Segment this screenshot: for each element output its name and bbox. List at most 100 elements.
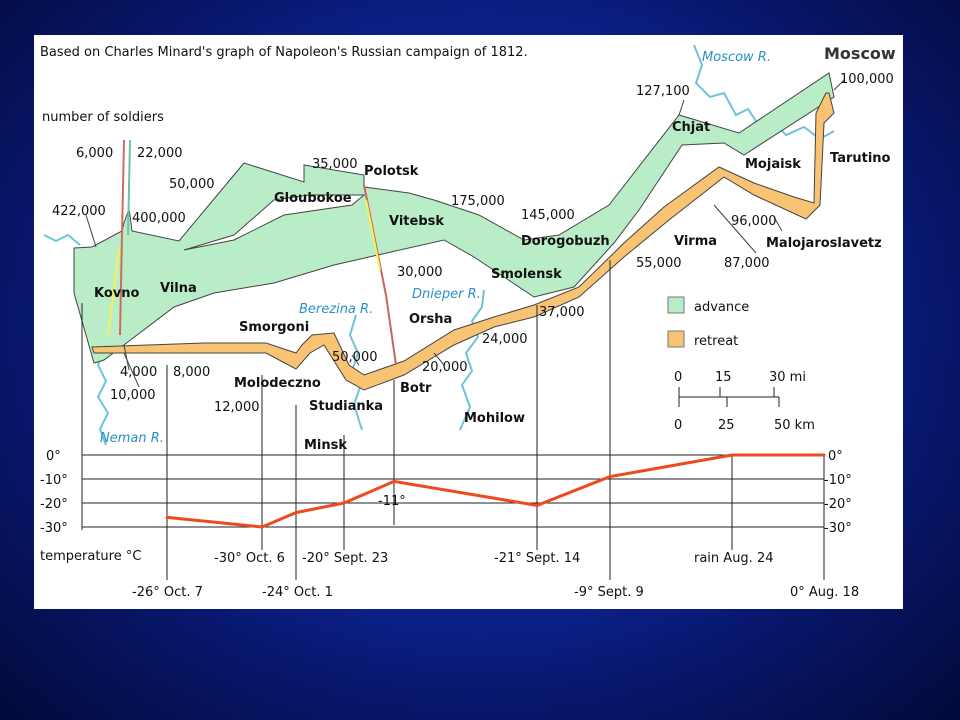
scale-bar: 0 15 30 mi 0 25 50 km xyxy=(674,370,815,433)
city-tarutino: Tarutino xyxy=(830,151,891,166)
troop-label-22000: 22,000 xyxy=(137,146,183,161)
city-smorgoni: Smorgoni xyxy=(239,320,309,335)
troop-label-50000-berezina: 50,000 xyxy=(332,350,378,365)
ytick-right-0: 0° xyxy=(828,449,843,464)
troop-label-30000: 30,000 xyxy=(397,265,443,280)
temp-label-aug24: rain Aug. 24 xyxy=(694,551,774,566)
branch-6000-line xyxy=(119,139,125,336)
chart-title: Based on Charles Minard's graph of Napol… xyxy=(40,45,528,60)
leader-kovno xyxy=(85,214,97,248)
troop-labels: 422,000 400,000 6,000 22,000 50,000 35,0… xyxy=(52,72,894,415)
yellow-marker-kovno xyxy=(107,248,120,336)
minard-chart-panel: Based on Charles Minard's graph of Napol… xyxy=(34,35,903,609)
troop-label-400000: 400,000 xyxy=(132,211,186,226)
legend-label-retreat: retreat xyxy=(694,334,738,349)
minard-map-svg: Based on Charles Minard's graph of Napol… xyxy=(40,44,896,600)
temperature-point-7 xyxy=(730,453,734,457)
city-kovno: Kovno xyxy=(94,286,140,301)
temp-label-sept9: -9° Sept. 9 xyxy=(574,585,644,600)
city-virma: Virma xyxy=(674,234,717,249)
moscow-label: Moscow xyxy=(824,44,896,63)
city-malojaroslavetz: Malojaroslavetz xyxy=(766,236,882,251)
scale-km-tick-0: 0 xyxy=(674,418,682,433)
temperature-point-5 xyxy=(535,503,539,507)
leader-20000 xyxy=(433,352,445,366)
temperature-point-labels: -26° Oct. 7 -30° Oct. 6 -24° Oct. 1 -20°… xyxy=(132,494,859,600)
city-smolensk: Smolensk xyxy=(491,267,562,282)
leader-50000 xyxy=(351,354,360,366)
city-botr: Botr xyxy=(400,381,432,396)
leader-10000 xyxy=(123,352,140,388)
river-moscow-line xyxy=(693,44,835,141)
city-minsk: Minsk xyxy=(304,438,347,453)
temp-label-oct1: -24° Oct. 1 xyxy=(262,585,333,600)
legend: advance retreat xyxy=(667,296,749,349)
ytick-right-10: -10° xyxy=(824,473,852,488)
legend-label-advance: advance xyxy=(694,300,749,315)
ytick-left-20: -20° xyxy=(40,497,68,512)
river-label-neman: Neman R. xyxy=(100,431,164,446)
river-labels: Moscow R. Berezina R. Dnieper R. Neman R… xyxy=(100,50,771,446)
temperature-point-8 xyxy=(822,453,826,457)
temperature-point-2 xyxy=(294,511,298,515)
troop-label-37000: 37,000 xyxy=(539,305,585,320)
temperature-axis-title: temperature °C xyxy=(40,549,141,564)
yellow-marker-polotsk xyxy=(365,199,381,271)
ytick-left-10: -10° xyxy=(40,473,68,488)
troop-label-8000: 8,000 xyxy=(173,365,210,380)
scale-km-label: 50 km xyxy=(774,418,815,433)
city-vilna: Vilna xyxy=(160,281,197,296)
troop-label-100000: 100,000 xyxy=(840,72,894,87)
number-of-soldiers-label: number of soldiers xyxy=(42,110,164,125)
branch-6000-line-right xyxy=(127,139,131,236)
river-label-berezina: Berezina R. xyxy=(299,302,373,317)
troop-label-127100: 127,100 xyxy=(636,84,690,99)
city-gloubokoe: Gloubokoe xyxy=(274,191,352,206)
temperature-point-3 xyxy=(342,501,346,505)
temperature-grid xyxy=(82,454,824,528)
leader-87000 xyxy=(713,204,757,254)
river-dnieper-line xyxy=(459,289,485,431)
ytick-right-30: -30° xyxy=(824,521,852,536)
troop-label-20000: 20,000 xyxy=(422,360,468,375)
scale-mi-label: 30 mi xyxy=(769,370,806,385)
scale-mi-tick-15: 15 xyxy=(715,370,732,385)
temperature-point-0 xyxy=(165,515,169,519)
troop-label-6000: 6,000 xyxy=(76,146,113,161)
city-labels: Kovno Vilna Gloubokoe Polotsk Vitebsk Sm… xyxy=(94,120,891,453)
city-mojaisk: Mojaisk xyxy=(745,157,801,172)
river-label-moscow: Moscow R. xyxy=(702,50,771,65)
city-orsha: Orsha xyxy=(409,312,452,327)
legend-swatch-advance xyxy=(667,296,685,314)
city-molodeczno: Molodeczno xyxy=(234,376,321,391)
temp-label-m11: -11° xyxy=(378,494,406,509)
city-vitebsk: Vitebsk xyxy=(389,214,444,229)
city-dorogobuzh: Dorogobuzh xyxy=(521,234,610,249)
temperature-point-1 xyxy=(260,525,264,529)
temp-label-oct6: -30° Oct. 6 xyxy=(214,551,285,566)
city-mohilow: Mohilow xyxy=(464,411,525,426)
city-polotsk: Polotsk xyxy=(364,164,419,179)
troop-label-87000: 87,000 xyxy=(724,256,770,271)
troop-label-10000: 10,000 xyxy=(110,388,156,403)
troop-label-50000-north: 50,000 xyxy=(169,177,215,192)
temperature-axis-labels: 0° -10° -20° -30° 0° -10° -20° -30° temp… xyxy=(40,449,852,564)
troop-label-175000: 175,000 xyxy=(451,194,505,209)
scale-mi-tick-0: 0 xyxy=(674,370,682,385)
ytick-left-30: -30° xyxy=(40,521,68,536)
troop-label-96000: 96,000 xyxy=(731,214,777,229)
leader-100000 xyxy=(833,79,845,91)
leader-lines xyxy=(85,79,845,388)
temp-label-sept14: -21° Sept. 14 xyxy=(494,551,580,566)
temperature-points xyxy=(165,453,826,529)
advance-branch-gap xyxy=(183,194,366,251)
ytick-left-0: 0° xyxy=(46,449,61,464)
city-studianka: Studianka xyxy=(309,399,383,414)
troop-label-35000: 35,000 xyxy=(312,157,358,172)
retreat-path xyxy=(91,92,835,391)
ytick-right-20: -20° xyxy=(824,497,852,512)
temp-label-oct7: -26° Oct. 7 xyxy=(132,585,203,600)
troop-label-55000: 55,000 xyxy=(636,256,682,271)
temperature-point-6 xyxy=(608,475,612,479)
leader-127100 xyxy=(678,99,685,116)
